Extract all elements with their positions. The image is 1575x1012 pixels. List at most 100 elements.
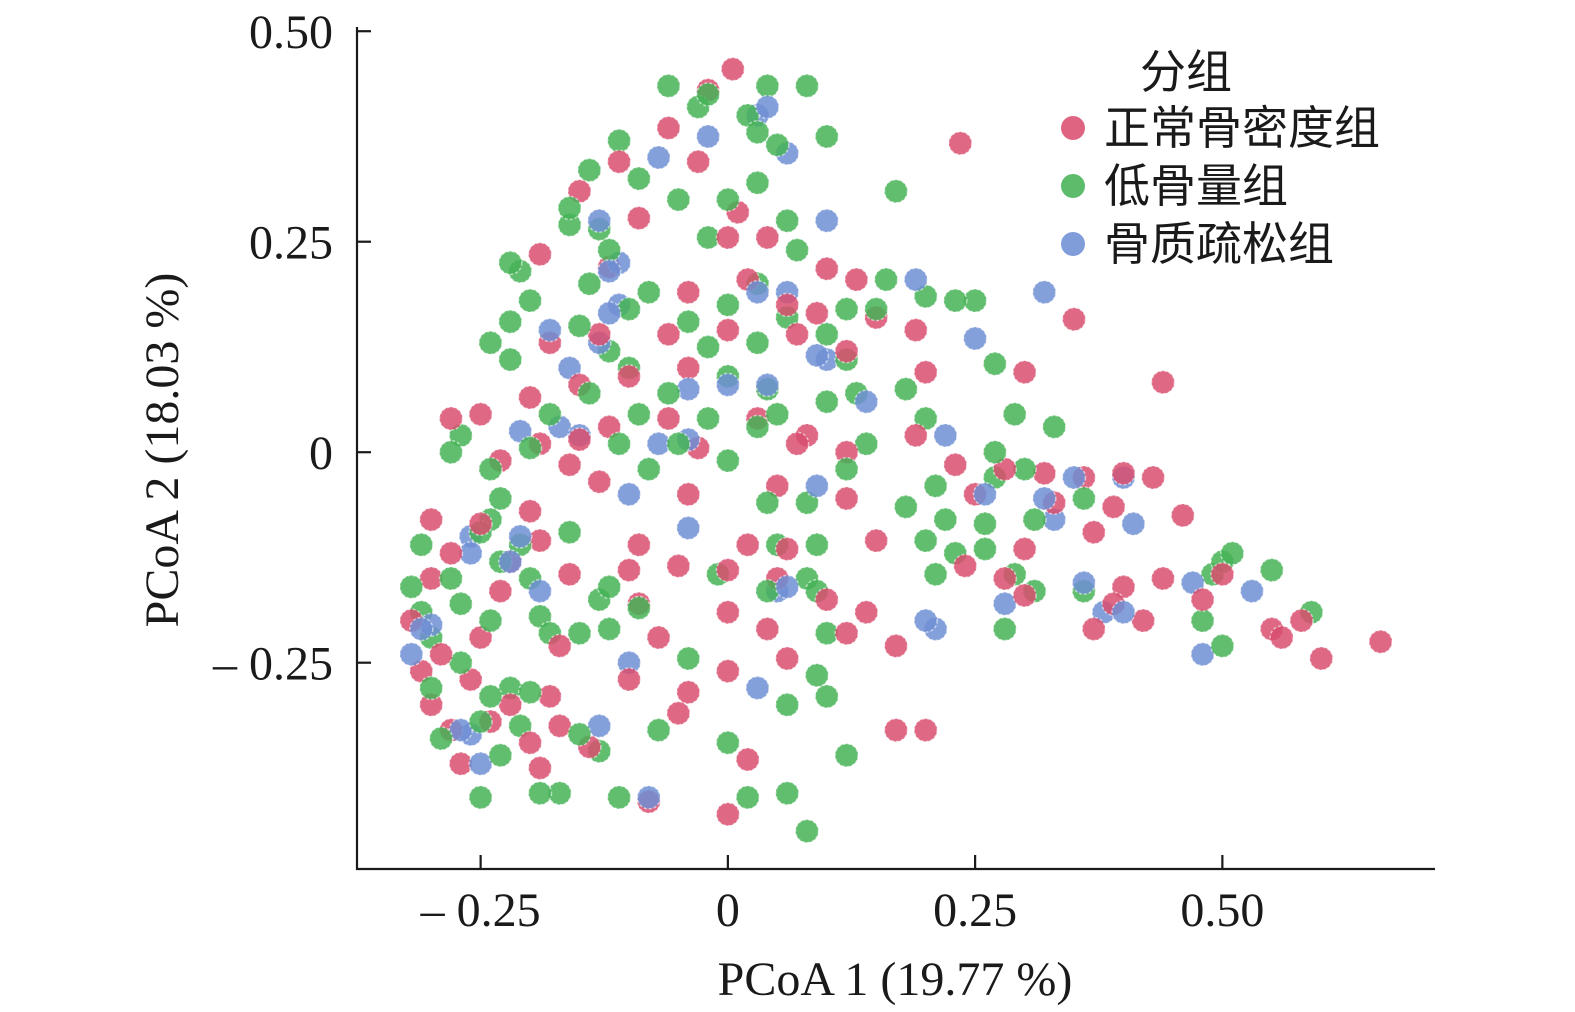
point-series-0 — [715, 317, 741, 343]
point-series-0 — [814, 256, 840, 281]
point-series-1 — [804, 663, 830, 688]
point-series-0 — [547, 713, 572, 739]
point-series-0 — [616, 364, 642, 389]
point-series-1 — [695, 406, 721, 431]
point-series-1 — [577, 157, 602, 183]
point-series-2 — [755, 372, 780, 398]
point-series-1 — [1041, 414, 1067, 440]
point-series-2 — [1121, 511, 1146, 537]
point-series-1 — [913, 528, 938, 553]
point-series-1 — [784, 237, 810, 263]
point-series-0 — [992, 566, 1018, 591]
point-series-1 — [577, 271, 602, 297]
point-series-1 — [666, 187, 691, 212]
point-series-1 — [1071, 486, 1097, 511]
point-series-1 — [992, 616, 1018, 642]
point-series-1 — [715, 730, 741, 755]
point-series-0 — [913, 717, 938, 743]
point-series-0 — [468, 402, 493, 427]
point-series-0 — [606, 149, 632, 174]
point-series-2 — [774, 574, 800, 600]
point-series-0 — [1210, 562, 1235, 587]
point-series-0 — [646, 625, 671, 650]
point-series-0 — [537, 684, 563, 709]
point-series-1 — [596, 616, 622, 642]
point-series-0 — [458, 667, 483, 692]
point-series-1 — [626, 402, 652, 427]
point-series-0 — [527, 242, 553, 267]
point-series-0 — [804, 301, 830, 326]
point-series-0 — [992, 456, 1018, 482]
point-series-1 — [923, 473, 948, 499]
point-series-1 — [438, 439, 464, 465]
point-series-1 — [774, 208, 800, 233]
point-series-2 — [596, 301, 622, 326]
point-series-1 — [676, 309, 701, 334]
point-series-0 — [784, 322, 810, 347]
point-series-2 — [646, 145, 671, 170]
legend-swatch-0 — [1061, 116, 1085, 140]
point-series-0 — [517, 730, 543, 755]
point-series-0 — [913, 359, 938, 385]
point-series-1 — [814, 322, 840, 347]
point-series-0 — [903, 423, 929, 448]
point-series-0 — [438, 541, 464, 566]
point-series-0 — [527, 755, 553, 781]
x-tick-label: 0 — [716, 884, 740, 937]
point-series-1 — [745, 330, 770, 356]
point-series-0 — [755, 225, 780, 250]
point-series-0 — [468, 511, 493, 537]
point-series-1 — [943, 288, 968, 313]
point-series-0 — [488, 578, 513, 604]
point-series-2 — [695, 124, 721, 149]
point-series-0 — [774, 292, 800, 318]
point-series-0 — [418, 507, 444, 532]
point-series-0 — [676, 679, 701, 705]
point-series-1 — [646, 717, 671, 743]
ticks: – 0.25 0 0.25 0.50 0.50 0.25 0 – 0.25 — [212, 6, 1264, 937]
point-series-0 — [1170, 503, 1196, 528]
data-points — [399, 56, 1393, 844]
point-series-1 — [695, 334, 721, 360]
point-series-1 — [1022, 507, 1047, 532]
point-series-0 — [685, 149, 711, 174]
point-series-1 — [715, 187, 741, 212]
point-series-0 — [1150, 370, 1176, 395]
point-series-0 — [834, 338, 859, 364]
point-series-1 — [626, 166, 652, 191]
point-series-1 — [606, 785, 632, 810]
point-series-1 — [814, 389, 840, 414]
point-series-2 — [745, 675, 770, 701]
point-series-1 — [606, 128, 632, 153]
point-series-1 — [557, 195, 582, 221]
point-series-1 — [893, 494, 919, 520]
point-series-2 — [745, 279, 770, 305]
point-series-1 — [636, 456, 662, 482]
point-series-2 — [587, 208, 612, 233]
point-series-1 — [1220, 541, 1245, 566]
x-tick-label: 0.25 — [933, 884, 1017, 937]
point-series-1 — [478, 330, 503, 356]
point-series-1 — [765, 132, 790, 158]
point-series-0 — [1289, 608, 1314, 633]
point-series-0 — [1309, 646, 1334, 671]
point-series-0 — [1012, 536, 1037, 562]
point-series-0 — [903, 317, 929, 343]
legend-label-0: 正常骨密度组 — [1104, 101, 1380, 155]
point-series-1 — [488, 743, 513, 768]
point-series-1 — [873, 267, 899, 292]
point-series-1 — [794, 73, 820, 99]
legend-label-1: 低骨量组 — [1104, 159, 1288, 213]
point-series-2 — [616, 482, 642, 507]
point-series-1 — [933, 507, 958, 532]
point-series-2 — [1111, 599, 1136, 625]
point-series-1 — [666, 431, 691, 457]
point-series-2 — [755, 94, 780, 120]
point-series-0 — [517, 498, 543, 524]
point-series-1 — [567, 620, 592, 646]
legend-label-2: 骨质疏松组 — [1104, 217, 1334, 271]
axes — [355, 27, 1435, 871]
point-series-1 — [774, 692, 800, 718]
point-series-0 — [587, 469, 612, 494]
